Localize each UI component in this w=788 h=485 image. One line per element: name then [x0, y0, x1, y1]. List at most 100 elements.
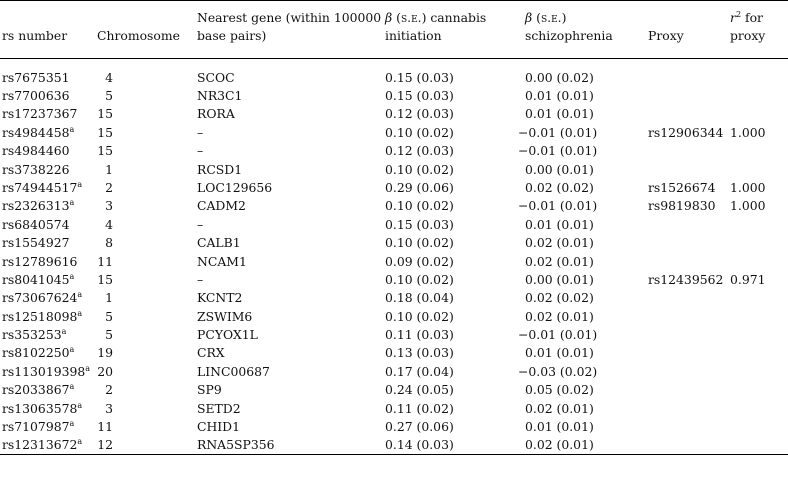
cell-beta-schizophrenia: 0.02 (0.01) — [525, 308, 648, 326]
rs-id: rs74944517 — [2, 179, 78, 195]
cell-nearest-gene: NCAM1 — [197, 253, 247, 269]
cell-nearest-gene: NR3C1 — [197, 88, 243, 103]
chromosome-value: 11 — [97, 253, 113, 269]
schizo-value: 0.02 (0.01) — [525, 400, 594, 416]
rs-id: rs13063578 — [2, 400, 78, 416]
chromosome-value: 15 — [97, 106, 113, 122]
cell-proxy — [648, 344, 730, 362]
cell-rs-number: rs113019398a — [0, 363, 97, 381]
cell-nearest-gene: – — [197, 216, 204, 232]
cell-nearest-gene: PCYOX1L — [197, 327, 258, 343]
cell-beta-cannabis: 0.10 (0.02) — [385, 124, 454, 140]
se-label-cannabis: (s.e.) — [396, 10, 427, 25]
cell-beta-schizophrenia: 0.05 (0.02) — [525, 381, 648, 399]
cell-nearest-gene: – — [197, 271, 204, 287]
chromosome-value: 3 — [105, 198, 113, 214]
cell-beta-cannabis: 0.15 (0.03) — [385, 216, 454, 232]
cell-rs-number: rs74944517a — [0, 179, 97, 197]
header-row: rs number Chromosome Nearest gene (withi… — [0, 1, 788, 59]
cell-proxy — [648, 59, 730, 88]
table-row: rs113019398a 20 LINC00687 0.17 (0.04) −0.03 … — [0, 363, 788, 381]
header-beta-cannabis: β (s.e.) cannabis initiation — [385, 1, 525, 59]
cell-chromosome: 8 — [97, 234, 197, 252]
rs-id: rs12313672 — [2, 437, 78, 453]
cell-r2 — [730, 87, 788, 105]
table-row: rs13063578a 3 SETD2 0.11 (0.02) 0.02 (0.01) — [0, 400, 788, 418]
table-row: rs2326313a 3 CADM2 0.10 (0.02) −0.01 (0.01) r… — [0, 197, 788, 215]
schizo-value: −0.03 (0.02) — [518, 363, 598, 379]
cell-beta-schizophrenia: −0.01 (0.01) — [518, 142, 648, 160]
chromosome-value: 5 — [105, 88, 113, 103]
cell-rs-number: rs2033867a — [0, 381, 97, 399]
footnote-marker: a — [85, 363, 91, 373]
rs-id: rs7675351 — [2, 70, 70, 85]
cell-nearest-gene: RORA — [197, 106, 235, 122]
cell-r2: 1.000 — [730, 198, 766, 214]
cell-beta-cannabis: 0.15 (0.03) — [385, 88, 454, 103]
cell-chromosome: 4 — [97, 216, 197, 234]
cell-beta-schizophrenia: 0.01 (0.01) — [525, 418, 648, 436]
rs-id: rs1554927 — [2, 235, 70, 251]
rs-id: rs12789616 — [2, 253, 78, 269]
cell-beta-schizophrenia: −0.01 (0.01) — [518, 124, 648, 142]
footnote-marker: a — [61, 326, 67, 336]
table-row: rs8041045a 15–0.10 (0.02) 0.00 (0.01) rs124… — [0, 271, 788, 289]
chromosome-value: 5 — [105, 308, 113, 324]
schizo-value: 0.01 (0.01) — [525, 216, 594, 232]
schizo-value: 0.02 (0.01) — [525, 437, 594, 453]
cell-rs-number: rs6840574 — [0, 216, 97, 234]
cell-rs-number: rs8041045a — [0, 271, 97, 289]
cell-beta-schizophrenia: −0.01 (0.01) — [518, 197, 648, 215]
schizo-value: −0.01 (0.01) — [518, 198, 598, 214]
cell-proxy — [648, 308, 730, 326]
cell-r2 — [730, 253, 788, 271]
schizo-value: 0.01 (0.01) — [525, 88, 594, 103]
cell-r2 — [730, 363, 788, 381]
r2-label: for proxy — [730, 10, 766, 43]
chromosome-value: 15 — [97, 271, 113, 287]
cell-r2 — [730, 289, 788, 307]
cannabis-label: cannabis initiation — [385, 10, 487, 43]
se-label-schizo: (s.e.) — [536, 10, 567, 25]
cell-proxy — [648, 436, 730, 455]
cell-proxy — [648, 105, 730, 123]
cell-proxy — [648, 142, 730, 160]
cell-r2: 1.000 — [730, 124, 766, 140]
cell-rs-number: rs73067624a — [0, 289, 97, 307]
cell-chromosome: 15 — [97, 271, 197, 289]
cell-rs-number: rs1554927 — [0, 234, 97, 252]
cell-beta-schizophrenia: 0.02 (0.02) — [525, 289, 648, 307]
schizo-value: 0.02 (0.02) — [525, 290, 594, 306]
table-row: rs12313672a 12 RNA5SP356 0.14 (0.03) 0.02 (0… — [0, 436, 788, 455]
cell-proxy — [648, 216, 730, 234]
cell-nearest-gene: KCNT2 — [197, 290, 243, 306]
cell-beta-cannabis: 0.10 (0.02) — [385, 235, 454, 251]
cell-proxy — [648, 289, 730, 307]
cell-beta-schizophrenia: 0.01 (0.01) — [525, 87, 648, 105]
cell-beta-schizophrenia: 0.02 (0.01) — [525, 253, 648, 271]
cell-beta-cannabis: 0.29 (0.06) — [385, 179, 454, 195]
cell-proxy — [648, 400, 730, 418]
cell-beta-schizophrenia: 0.02 (0.01) — [525, 436, 648, 455]
table-row: rs7700636 5 NR3C1 0.15 (0.03) 0.01 (0.01) — [0, 87, 788, 105]
chromosome-value: 12 — [97, 437, 113, 453]
footnote-marker: a — [77, 437, 83, 447]
schizo-value: 0.01 (0.01) — [525, 106, 594, 122]
cell-beta-cannabis: 0.14 (0.03) — [385, 437, 454, 453]
cell-nearest-gene: SCOC — [197, 70, 235, 85]
table-row: rs12789616 11 NCAM1 0.09 (0.02) 0.02 (0.01) — [0, 253, 788, 271]
cell-r2 — [730, 216, 788, 234]
table-header: rs number Chromosome Nearest gene (withi… — [0, 0, 788, 59]
rs-id: rs6840574 — [2, 216, 70, 232]
table-row: rs353253a 5 PCYOX1L 0.11 (0.03) −0.01 (0.01) — [0, 326, 788, 344]
rs-id: rs8102250 — [2, 345, 70, 361]
rs-id: rs2033867 — [2, 382, 70, 398]
cell-nearest-gene: ZSWIM6 — [197, 308, 253, 324]
cell-chromosome: 1 — [97, 161, 197, 179]
cell-r2 — [730, 161, 788, 179]
r-symbol: r — [730, 10, 736, 25]
cell-proxy — [648, 381, 730, 399]
cell-beta-schizophrenia: 0.00 (0.02) — [525, 59, 648, 88]
schizophrenia-label: schizophrenia — [525, 28, 613, 43]
chromosome-value: 3 — [105, 400, 113, 416]
